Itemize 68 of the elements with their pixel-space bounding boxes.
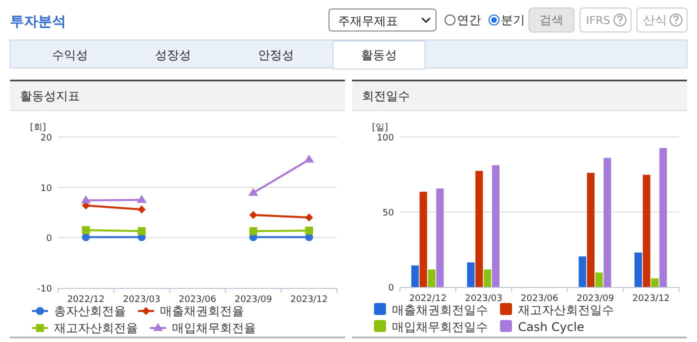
text: IFRS xyxy=(586,14,610,27)
bar xyxy=(411,265,419,287)
y-tick-label: 0 xyxy=(388,284,394,294)
bar xyxy=(587,172,594,287)
y-tick-label: 20 xyxy=(40,134,52,144)
bar xyxy=(467,262,475,287)
bar xyxy=(595,272,603,287)
y-axis-title: [회] xyxy=(30,123,46,133)
bar xyxy=(651,278,659,287)
point xyxy=(82,226,90,234)
x-tick-label: 2022/12 xyxy=(409,294,447,304)
x-tick-label: 2023/03 xyxy=(123,295,160,305)
text: 활동성 xyxy=(361,48,397,62)
y-axis-title: [일] xyxy=(372,123,388,133)
point xyxy=(136,194,147,203)
bar xyxy=(436,188,444,287)
bar xyxy=(578,256,586,287)
text: 산식 xyxy=(643,13,667,27)
text: 안정성 xyxy=(258,48,294,62)
text: 연간 xyxy=(457,13,481,27)
y-tick-label: 100 xyxy=(376,134,394,144)
bar xyxy=(634,252,642,287)
text: 검색 xyxy=(540,13,564,27)
legend-label: 매출채권회전일수 xyxy=(392,303,488,317)
point xyxy=(138,205,146,214)
bar xyxy=(492,165,500,287)
legend-label: 재고자산회전일수 xyxy=(518,303,614,317)
legend-label: 매입채무회전율 xyxy=(172,321,256,335)
bar xyxy=(428,269,436,287)
x-tick-label: 2023/09 xyxy=(576,294,614,304)
legend-label: 총자산회전율 xyxy=(54,304,126,318)
bar xyxy=(475,170,483,287)
x-tick-label: 2023/06 xyxy=(178,295,216,305)
bar xyxy=(604,158,612,287)
point xyxy=(138,227,146,236)
bar xyxy=(642,174,650,287)
y-tick-label: -10 xyxy=(37,284,52,294)
chart-title: 회전일수 xyxy=(362,89,410,103)
point xyxy=(249,211,258,220)
legend-label: 매출채권회전율 xyxy=(160,304,244,318)
bar xyxy=(484,269,492,287)
point xyxy=(80,195,91,204)
text: 투자분석 xyxy=(10,14,66,30)
point xyxy=(82,233,90,242)
point xyxy=(305,214,314,222)
x-tick-label: 2023/09 xyxy=(234,295,272,305)
y-tick-label: 10 xyxy=(40,184,52,194)
text: 분기 xyxy=(501,13,525,27)
legend-label: 매입채무회전일수 xyxy=(392,320,488,334)
x-tick-label: 2023/06 xyxy=(520,294,558,304)
point xyxy=(305,226,314,235)
bar xyxy=(659,148,667,287)
x-tick-label: 2023/03 xyxy=(465,294,502,304)
legend-label: Cash Cycle xyxy=(518,320,584,334)
point xyxy=(304,154,314,163)
bar xyxy=(420,192,428,287)
y-tick-label: 0 xyxy=(46,234,52,244)
x-tick-label: 2023/12 xyxy=(290,295,328,305)
x-tick-label: 2023/12 xyxy=(632,294,670,304)
legend-label: 재고자산회전율 xyxy=(54,321,138,335)
point xyxy=(249,227,258,236)
x-tick-label: 2022/12 xyxy=(67,295,105,305)
text: 수익성 xyxy=(52,48,88,62)
text: 성장성 xyxy=(155,48,191,62)
chart-title: 활동성지표 xyxy=(20,89,80,103)
y-tick-label: 50 xyxy=(382,208,394,218)
text: 주재무제표 xyxy=(338,14,398,28)
point xyxy=(248,188,258,196)
